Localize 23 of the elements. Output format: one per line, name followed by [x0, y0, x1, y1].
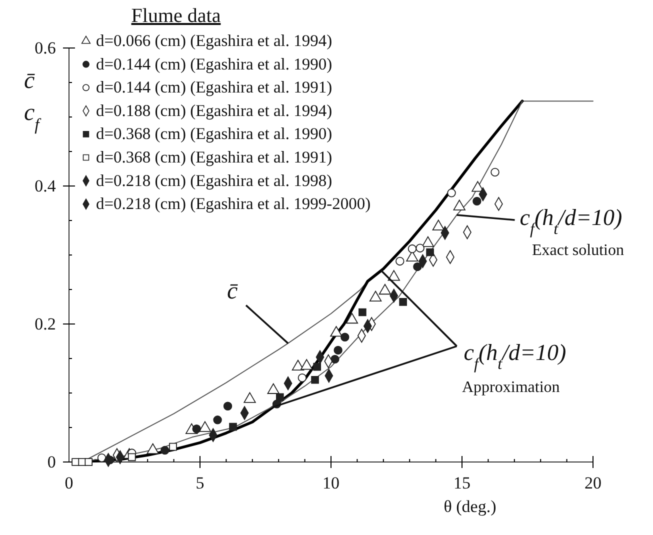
legend-label: d=0.144 (cm) (Egashira et al. 1991) [96, 78, 332, 97]
y-tick-label: 0.4 [34, 176, 56, 196]
y-tick-label: 0 [47, 452, 56, 472]
annotation: c̄ [227, 278, 238, 304]
x-tick-label: 0 [64, 474, 74, 493]
y-tick-label: 0.6 [34, 38, 56, 58]
annotation: Exact solution [532, 242, 624, 259]
x-tick-label: 10 [322, 474, 340, 493]
legend-label: d=0.368 (cm) (Egashira et al. 1990) [96, 124, 332, 144]
y-tick-label: 0.2 [34, 314, 56, 334]
annotation: Approximation [462, 379, 560, 396]
x-axis-title: θ (deg.) [444, 497, 496, 516]
legend-label: d=0.218 (cm) (Egashira et al. 1999-2000) [96, 194, 371, 214]
y-axis-title: c̄ c$_{f}$ [24, 68, 42, 134]
legend-label: d=0.066 (cm) (Egashira et al. 1994) [96, 31, 332, 50]
legend-label: d=0.368 (cm) (Egashira et al. 1991) [96, 148, 332, 166]
x-tick-label: 20 [584, 474, 602, 493]
x-tick-label: 5 [196, 474, 204, 493]
legend-label: d=0.218 (cm) (Egashira et al. 1998) [96, 170, 332, 190]
legend-label: d=0.144 (cm) (Egashira et al. 1990) [96, 54, 332, 74]
legend-title: Flume data [131, 5, 221, 27]
x-tick-label: 15 [454, 474, 470, 493]
legend-label: d=0.188 (cm) (Egashira et al. 1994) [96, 100, 332, 120]
